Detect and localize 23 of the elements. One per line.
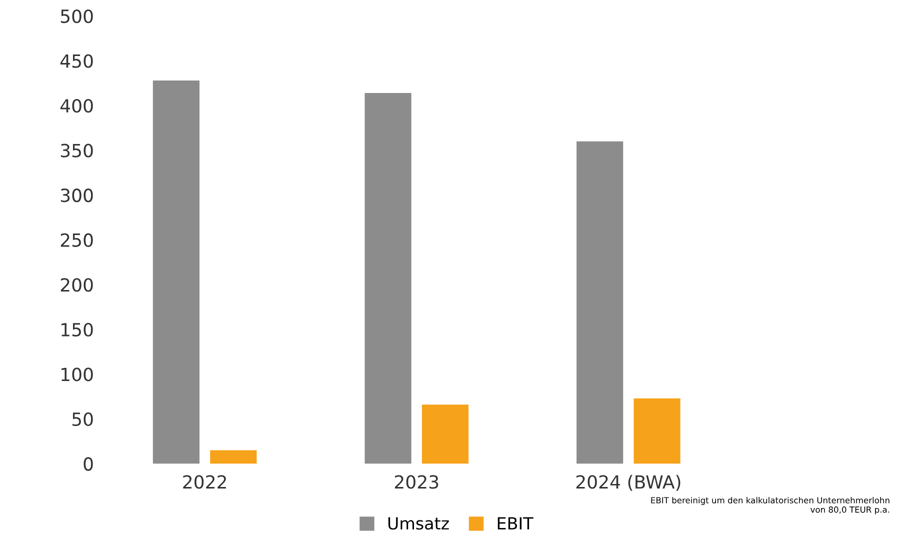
x-tick-label: 2022 [183,475,226,489]
bar [152,80,200,464]
x-tick-label: 2023 [394,475,438,489]
bar [634,398,680,464]
legend-label: EBIT [498,517,534,530]
bar [364,93,412,464]
y-tick-label: 150 [62,322,93,337]
y-tick-label: 200 [60,278,93,292]
y-tick-label: 250 [60,233,93,247]
text: EBIT bereinigt um den kalkulatorischen Unternehmerlohn von 80,0 TEUR p.a. [651,496,890,514]
bar [422,404,469,464]
y-tick-label: 450 [60,54,93,68]
legend-label: Umsatz [388,517,449,530]
bar [210,450,257,464]
y-tick-label: 50 [72,412,93,426]
y-tick-label: 300 [60,188,93,202]
y-tick-label: 100 [62,368,93,382]
x-tick-label: 2024 (BWA) [576,474,680,491]
y-tick-label: 0 [84,457,93,471]
y-tick-label: 500 [60,9,93,24]
y-tick-label: 350 [60,144,93,158]
bar [576,141,624,464]
y-tick-label: 400 [60,98,93,113]
